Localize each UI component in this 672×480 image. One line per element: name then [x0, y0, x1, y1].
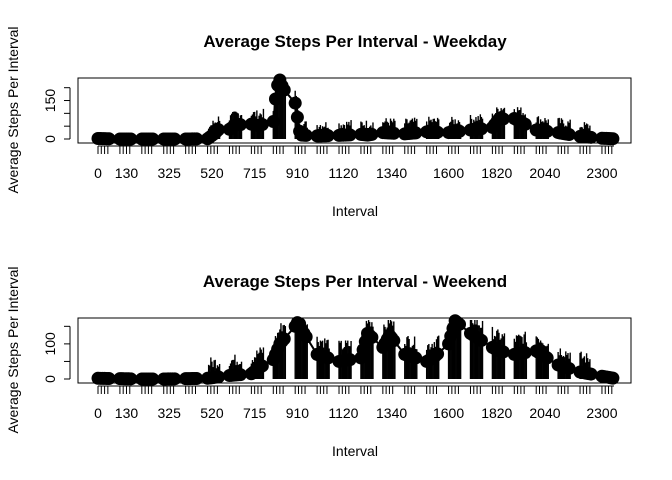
weekday-chart-title: Average Steps Per Interval - Weekday [203, 32, 507, 51]
data-point [343, 353, 357, 367]
weekend-y-axis-label: Average Steps Per Interval [5, 266, 21, 433]
x-tick-label: 910 [286, 165, 310, 181]
data-point [409, 126, 423, 140]
data-point [540, 124, 554, 138]
data-point [584, 367, 598, 381]
data-point [496, 345, 510, 359]
data-point [474, 333, 488, 347]
data-point [474, 122, 488, 136]
weekend-chart-title: Average Steps Per Interval - Weekend [203, 272, 507, 291]
weekday-x-axis-label: Interval [332, 203, 378, 219]
y-tick-label: 100 [42, 332, 58, 356]
data-point [299, 128, 313, 142]
data-point [606, 371, 620, 385]
weekend-x-axis: 0 130 325 520 715 910 1120 1340 1600 1820 2040 2300 [94, 385, 618, 421]
x-tick-label: 1820 [481, 405, 512, 421]
y-tick-label: 0 [42, 375, 58, 383]
x-tick-label: 2040 [529, 405, 560, 421]
weekend-data-points [91, 314, 620, 386]
x-tick-label: 325 [158, 165, 182, 181]
data-point [409, 351, 423, 365]
weekend-plot-frame [77, 317, 632, 384]
data-point [190, 371, 204, 385]
data-point [299, 330, 313, 344]
data-point [365, 127, 379, 141]
data-point [255, 359, 269, 373]
x-tick-label: 1600 [433, 405, 464, 421]
x-tick-label: 1340 [376, 165, 407, 181]
x-tick-label: 1600 [433, 165, 464, 181]
data-point [168, 372, 182, 386]
data-point [212, 123, 226, 137]
data-point [431, 347, 445, 361]
data-point [584, 130, 598, 144]
data-point [387, 126, 401, 140]
data-point [453, 317, 467, 331]
data-point [290, 110, 304, 124]
data-point [266, 115, 280, 129]
data-point [431, 125, 445, 139]
weekday-x-axis: 0 130 325 520 715 910 1120 1340 1600 1820 2040 2300 [94, 145, 618, 181]
x-tick-label: 2300 [586, 405, 617, 421]
data-point [321, 129, 335, 143]
weekend-y-axis: 0 100 [42, 325, 71, 383]
data-point [268, 92, 282, 106]
data-point [233, 368, 247, 382]
data-point [606, 132, 620, 146]
data-point [518, 346, 532, 360]
data-point [168, 132, 182, 146]
data-point [212, 370, 226, 384]
data-point [288, 96, 302, 110]
x-tick-label: 1120 [328, 165, 358, 181]
data-point [540, 351, 554, 365]
data-point [146, 372, 160, 386]
weekday-y-axis-label: Average Steps Per Interval [5, 26, 21, 193]
data-point [321, 351, 335, 365]
data-point [496, 112, 510, 126]
x-tick-label: 520 [200, 405, 224, 421]
x-tick-label: 2040 [529, 165, 560, 181]
x-tick-label: 910 [286, 405, 310, 421]
data-point [124, 132, 138, 146]
x-tick-label: 715 [243, 165, 267, 181]
data-point [562, 128, 576, 142]
data-point [102, 132, 116, 146]
data-point [365, 330, 379, 344]
x-tick-label: 130 [115, 165, 139, 181]
data-point [453, 124, 467, 138]
data-point [233, 118, 247, 132]
weekend-panel: Average Steps Per Interval - Weekend 0 10… [5, 266, 632, 459]
y-tick-label: 0 [42, 135, 58, 143]
x-tick-label: 1820 [481, 165, 512, 181]
weekday-panel: Average Steps Per Interval - Weekday 0 15… [5, 26, 632, 219]
x-tick-label: 325 [158, 405, 182, 421]
data-point [124, 372, 138, 386]
x-tick-label: 520 [200, 165, 224, 181]
x-tick-label: 130 [115, 405, 139, 421]
y-tick-label: 150 [42, 89, 58, 113]
x-tick-label: 1340 [376, 405, 407, 421]
x-tick-label: 1120 [328, 405, 358, 421]
data-point [387, 334, 401, 348]
data-point [518, 117, 532, 131]
weekday-y-axis: 0 150 [42, 87, 71, 143]
data-point [277, 83, 291, 97]
weekend-x-axis-label: Interval [332, 443, 378, 459]
data-point [190, 132, 204, 146]
x-tick-label: 2300 [586, 165, 617, 181]
data-point [277, 332, 291, 346]
data-point [102, 371, 116, 385]
data-point [343, 128, 357, 142]
x-tick-label: 0 [94, 405, 102, 421]
x-tick-label: 0 [94, 165, 102, 181]
weekday-plot-frame [77, 77, 632, 144]
weekday-data-points [91, 73, 620, 146]
data-point [562, 361, 576, 375]
data-point [146, 132, 160, 146]
x-tick-label: 715 [243, 405, 267, 421]
data-point [255, 117, 269, 131]
